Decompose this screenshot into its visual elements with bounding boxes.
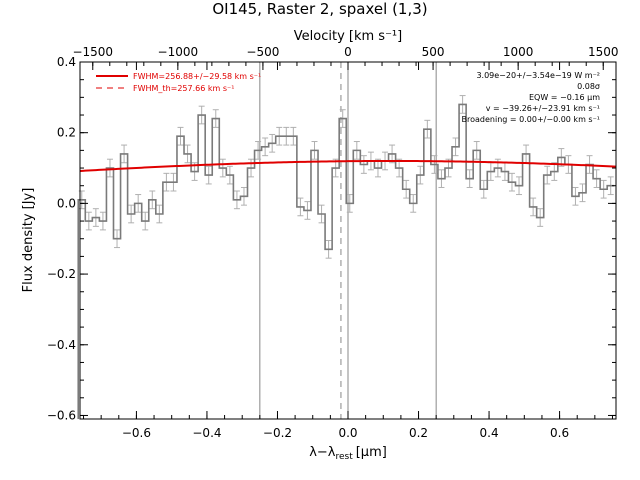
fit-curve	[79, 159, 617, 172]
x-tick-label-2: −0.2	[263, 426, 292, 440]
legend-label-fwhm-th: FWHM_th=257.66 km s⁻¹	[133, 84, 234, 93]
x-tick-label-3: 0.0	[338, 426, 357, 440]
annotation-block: 3.09e−20+/−3.54e−19 W m⁻² 0.08σ EQW = −0…	[462, 71, 601, 124]
y-tick-label-0: −0.6	[47, 408, 76, 422]
x-tick-label-0: −0.6	[122, 426, 151, 440]
spectrum-series	[77, 103, 615, 419]
y-tick-label-2: −0.2	[47, 267, 76, 281]
top-tick-label-1: −1000	[158, 45, 199, 59]
x-axis-label-sub: rest	[335, 452, 353, 462]
fit-curve-series	[79, 159, 617, 172]
top-tick-label-0: −1500	[72, 45, 113, 59]
reference-lines	[259, 62, 437, 419]
y-tick-label-5: 0.4	[57, 55, 76, 69]
legend-label-fwhm: FWHM=256.88+/−29.58 km s⁻¹	[133, 72, 261, 81]
y-tick-label-3: 0.0	[57, 196, 76, 210]
top-tick-label-5: 1000	[503, 45, 534, 59]
annotation-flux: 3.09e−20+/−3.54e−19 W m⁻²	[476, 71, 600, 80]
top-tick-label-2: −500	[246, 45, 279, 59]
top-tick-label-4: 500	[422, 45, 445, 59]
x-tick-label-6: 0.6	[550, 426, 569, 440]
spectrum-line	[77, 103, 615, 419]
x-axis-label-unit: [μm]	[356, 445, 387, 460]
x-tick-label-4: 0.2	[409, 426, 428, 440]
x-axis-label-main: λ−λ	[309, 445, 336, 460]
top-tick-label-3: 0	[344, 45, 352, 59]
y-axis-label: Flux density [Jy]	[21, 188, 36, 293]
legend: FWHM=256.88+/−29.58 km s⁻¹ FWHM_th=257.6…	[96, 72, 261, 93]
annotation-broadening: Broadening = 0.00+/−0.00 km s⁻¹	[462, 115, 600, 124]
top-axis-label: Velocity [km s⁻¹]	[294, 29, 402, 44]
annotation-eqw: EQW = −0.16 μm	[529, 93, 600, 102]
annotation-velocity: v = −39.26+/−23.91 km s⁻¹	[486, 104, 600, 113]
chart-title: OI145, Raster 2, spaxel (1,3)	[212, 0, 427, 18]
axis-ticks: −0.6 −0.4 −0.2 0.0 0.2 0.4 0.6 −0.6 −0.4 −0.2 0.0 0…	[47, 45, 619, 440]
y-tick-label-4: 0.2	[57, 126, 76, 140]
y-tick-label-1: −0.4	[47, 338, 76, 352]
x-tick-label-1: −0.4	[192, 426, 221, 440]
x-tick-label-5: 0.4	[480, 426, 499, 440]
x-axis-label: λ−λrest [μm]	[309, 445, 387, 462]
top-tick-label-6: 1500	[588, 45, 619, 59]
annotation-significance: 0.08σ	[577, 82, 600, 91]
